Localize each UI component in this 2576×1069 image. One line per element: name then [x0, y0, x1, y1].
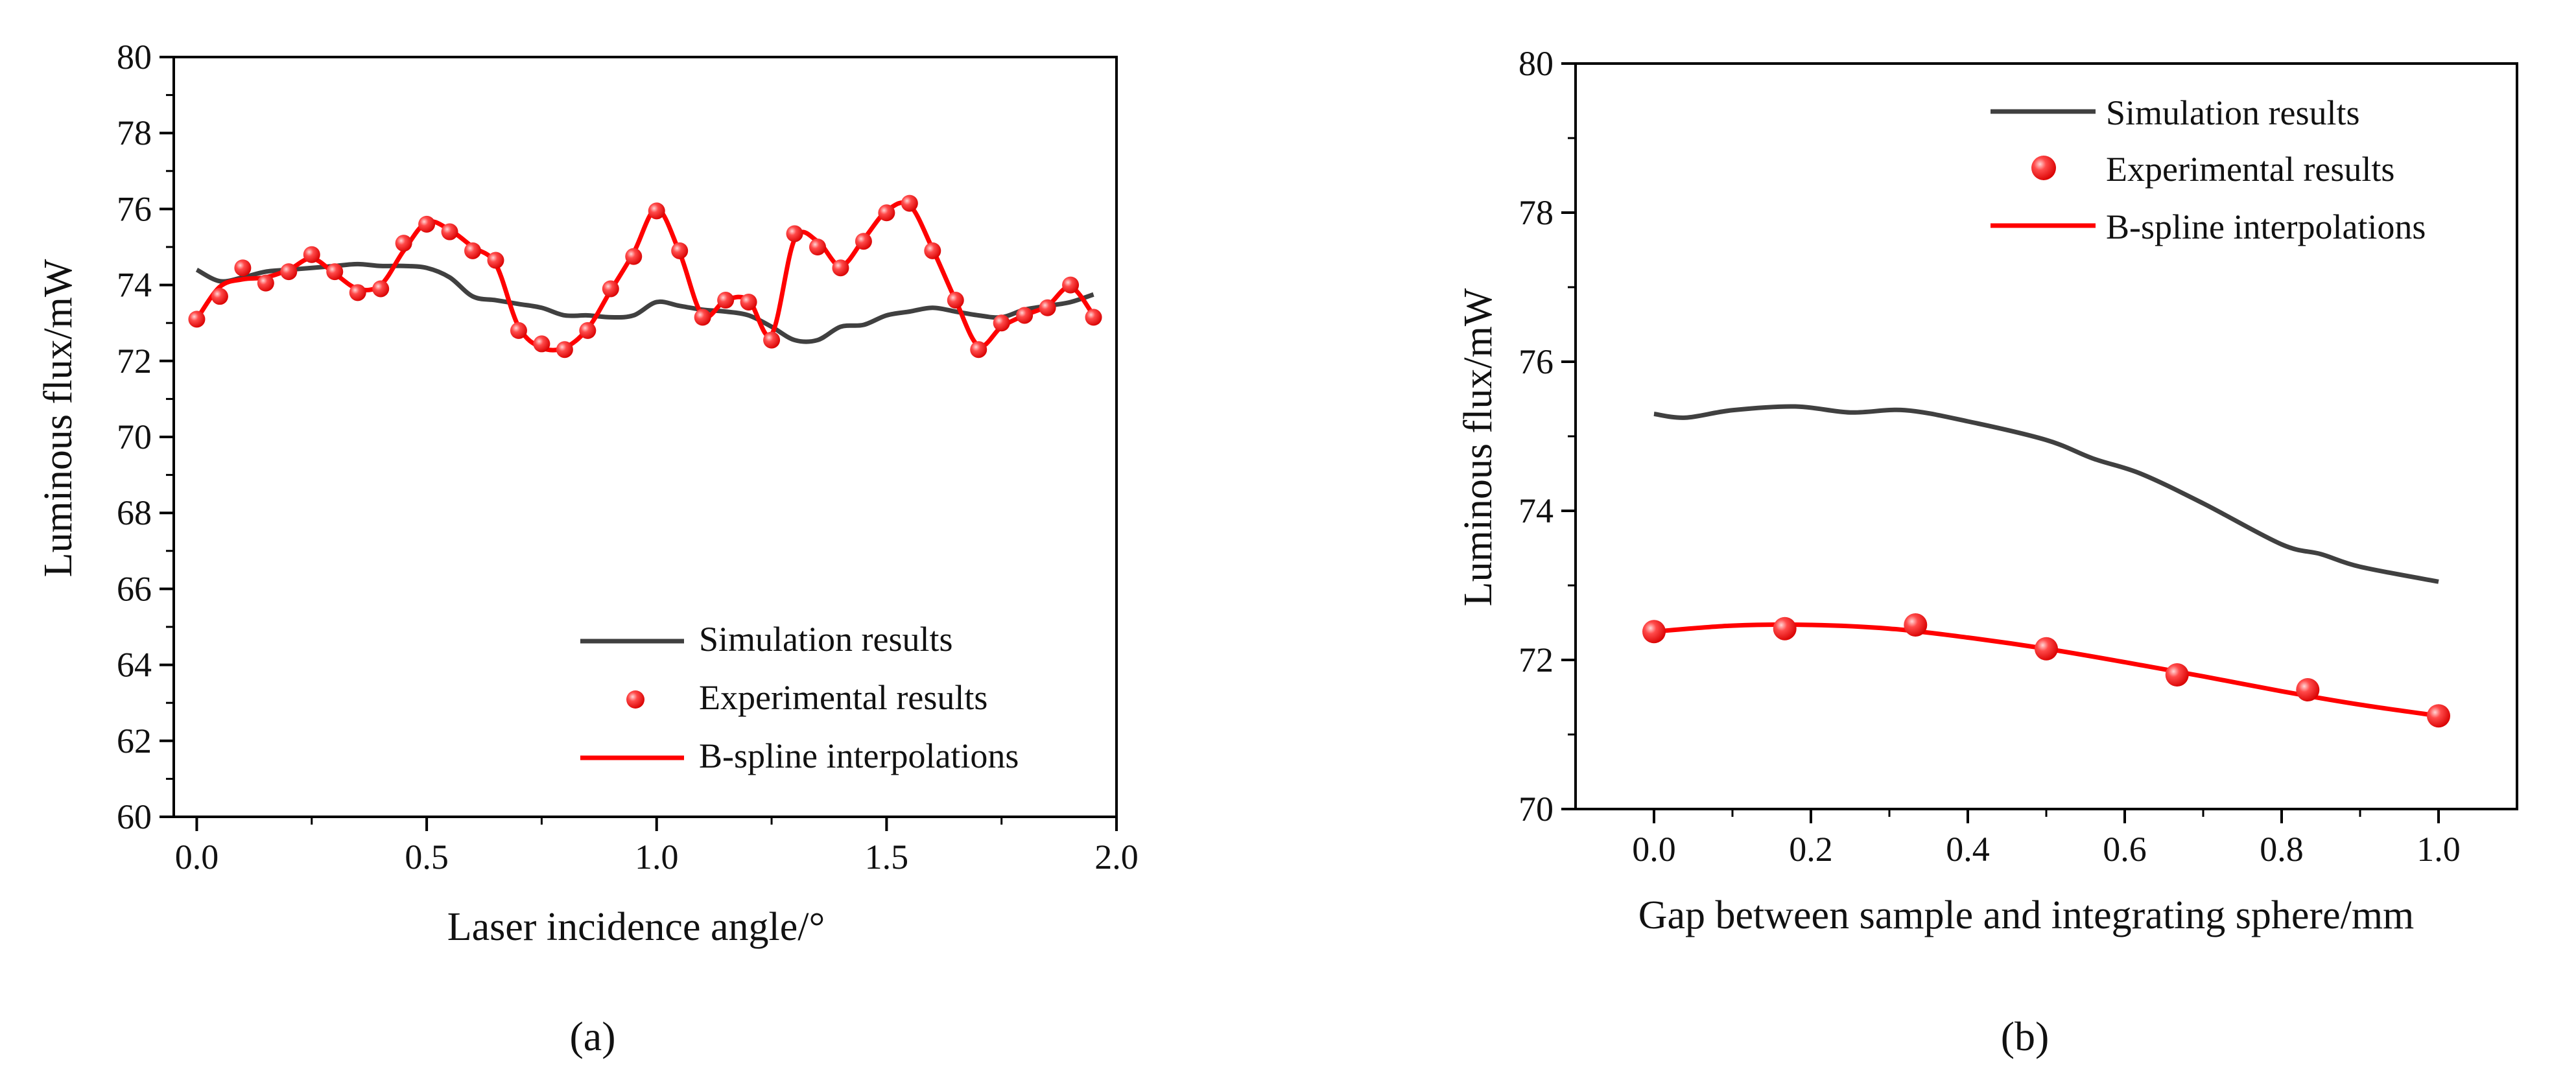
chart-b-experimental-point — [1773, 617, 1797, 640]
chart-b-xtick-label: 0.4 — [1946, 830, 1990, 869]
chart-b-xtick-label: 0.2 — [1789, 830, 1833, 869]
axis-a-ylabel: Luminous flux/mW — [36, 259, 80, 577]
legend-b-simulation-label: Simulation results — [2106, 93, 2360, 132]
chart-a-experimental-point — [786, 225, 803, 242]
axis-b-xlabel: Gap between sample and integrating spher… — [1638, 893, 2415, 937]
chart-a-experimental-point — [717, 292, 735, 309]
chart-a-experimental-point — [947, 292, 964, 309]
legend-a-simulation-label: Simulation results — [699, 620, 953, 659]
chart-a-experimental-point — [556, 341, 573, 358]
chart-a-experimental-point — [901, 194, 918, 212]
chart-a-experimental-point — [970, 341, 987, 358]
chart-b-xtick-label: 0.6 — [2103, 830, 2147, 869]
chart-a-experimental-point — [188, 311, 206, 328]
chart-b-ytick-label: 76 — [1518, 342, 1554, 381]
chart-b-experimental-point — [1642, 620, 1666, 644]
chart-a-xtick-label: 0.0 — [175, 838, 219, 876]
chart-a-experimental-point — [1016, 307, 1034, 324]
chart-a-experimental-point — [924, 242, 941, 259]
legend-a-experimental-swatch — [626, 690, 644, 709]
chart-a-experimental-point — [395, 235, 412, 252]
chart-a-experimental-point — [740, 293, 757, 311]
chart-a-experimental-point — [671, 242, 689, 259]
chart-a-experimental-point — [533, 335, 550, 353]
chart-a-experimental-point — [1039, 299, 1056, 316]
legend-b-experimental-label: Experimental results — [2106, 150, 2394, 189]
plot-area-a: 60 62 64 66 68 70 72 74 76 78 80 0.0 0.5 1.0 1.5 2.0 — [117, 38, 1139, 876]
chart-a-experimental-point — [326, 263, 344, 281]
chart-panel-b: 70 72 74 76 78 80 0.0 0.2 0.4 0.6 0.8 1.0 Simulatio… — [1456, 44, 2518, 1059]
chart-a-experimental-point — [441, 223, 458, 241]
chart-a-ytick-label: 68 — [117, 493, 152, 532]
chart-a-experimental-point — [211, 288, 228, 305]
chart-b-ytick-label: 72 — [1518, 640, 1554, 679]
legend-b-spline-label: B-spline interpolations — [2106, 207, 2426, 246]
caption-b: (b) — [2001, 1013, 2050, 1059]
chart-a-series-simulation-line — [195, 261, 1094, 344]
chart-a-experimental-point — [234, 259, 252, 277]
chart-a-ytick-label: 80 — [117, 38, 152, 76]
legend-a-spline-label: B-spline interpolations — [699, 736, 1019, 775]
axis-b-ylabel: Luminous flux/mW — [1456, 288, 1500, 606]
chart-b-xtick-label: 0.8 — [2260, 830, 2304, 869]
chart-a-ytick-label: 74 — [117, 266, 152, 305]
caption-a: (a) — [569, 1013, 615, 1059]
chart-b-ytick-label: 74 — [1518, 491, 1554, 530]
chart-a-experimental-point — [257, 274, 274, 292]
chart-a-xtick-label: 2.0 — [1094, 838, 1139, 876]
chart-panel-a: 60 62 64 66 68 70 72 74 76 78 80 0.0 0.5 1.0 1.5 2.0 Si… — [36, 38, 1139, 1059]
chart-a-experimental-point — [510, 322, 527, 339]
chart-b-experimental-point — [2035, 637, 2058, 661]
chart-b-ytick-label: 78 — [1518, 193, 1554, 232]
chart-a-experimental-point — [809, 239, 826, 255]
chart-b-experimental-point — [2165, 663, 2189, 687]
chart-a-experimental-point — [280, 263, 298, 281]
plot-area-b: 70 72 74 76 78 80 0.0 0.2 0.4 0.6 0.8 1.0 — [1518, 44, 2518, 869]
chart-a-ytick-label: 72 — [117, 342, 152, 381]
chart-a-experimental-point — [832, 259, 849, 277]
chart-b-ytick-label: 70 — [1518, 790, 1554, 828]
chart-a-experimental-point — [372, 280, 390, 298]
chart-a-xtick-label: 1.5 — [865, 838, 909, 876]
chart-a-experimental-point — [487, 252, 504, 269]
chart-a-xtick-label: 0.5 — [405, 838, 449, 876]
chart-a-xtick-label: 1.0 — [635, 838, 679, 876]
chart-a-experimental-point — [303, 246, 320, 263]
chart-b-experimental-point — [1904, 613, 1928, 637]
chart-a-experimental-point — [648, 202, 665, 220]
chart-a-experimental-point — [878, 204, 895, 222]
chart-a-experimental-point — [625, 248, 643, 265]
legend-a-experimental-label: Experimental results — [699, 678, 987, 717]
chart-a-experimental-point — [763, 331, 781, 349]
axis-a-xlabel: Laser incidence angle/° — [447, 905, 825, 949]
chart-a-experimental-point — [855, 233, 872, 250]
chart-a-ytick-label: 76 — [117, 189, 152, 228]
chart-a-ytick-label: 60 — [117, 797, 152, 836]
chart-a-ytick-label: 78 — [117, 113, 152, 152]
chart-a-experimental-point — [694, 309, 711, 326]
chart-a-ytick-label: 62 — [117, 722, 152, 760]
chart-a-ytick-label: 66 — [117, 569, 152, 608]
chart-a-ytick-label: 64 — [117, 646, 152, 685]
chart-a-ytick-label: 70 — [117, 417, 152, 456]
chart-b-series-simulation-line — [1653, 404, 2439, 584]
chart-a-experimental-point — [1062, 276, 1080, 294]
chart-a-experimental-point — [464, 242, 482, 259]
chart-a-experimental-point — [1085, 309, 1102, 326]
chart-b-experimental-point — [2427, 704, 2450, 728]
legend-a: Simulation results Experimental results … — [580, 620, 1019, 775]
chart-a-experimental-point — [993, 314, 1010, 332]
chart-a-experimental-point — [579, 322, 597, 339]
legend-b: Simulation results Experimental results … — [1991, 93, 2426, 246]
chart-a-experimental-point — [602, 280, 619, 298]
legend-b-experimental-swatch — [2031, 156, 2056, 180]
chart-b-experimental-point — [2296, 678, 2320, 701]
chart-a-experimental-point — [349, 284, 366, 301]
chart-b-xtick-label: 1.0 — [2416, 830, 2461, 869]
chart-b-ytick-label: 80 — [1518, 44, 1554, 83]
chart-a-experimental-point — [418, 215, 436, 233]
chart-b-xtick-label: 0.0 — [1632, 830, 1676, 869]
